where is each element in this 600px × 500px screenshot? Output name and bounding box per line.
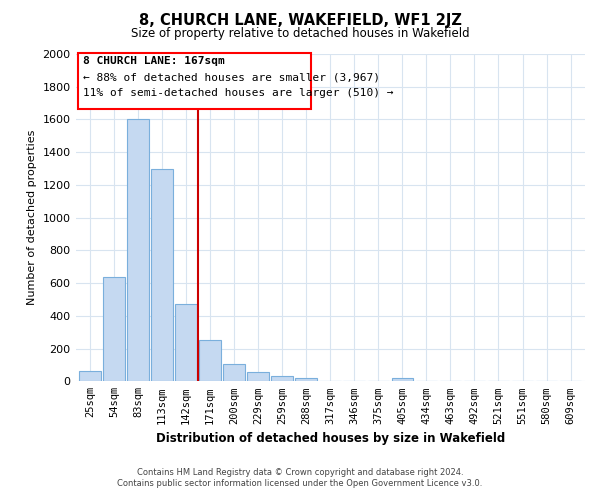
- X-axis label: Distribution of detached houses by size in Wakefield: Distribution of detached houses by size …: [155, 432, 505, 445]
- Text: ← 88% of detached houses are smaller (3,967): ← 88% of detached houses are smaller (3,…: [83, 72, 380, 82]
- Bar: [78, 53, 311, 109]
- Text: 8, CHURCH LANE, WAKEFIELD, WF1 2JZ: 8, CHURCH LANE, WAKEFIELD, WF1 2JZ: [139, 12, 461, 28]
- Text: Contains HM Land Registry data © Crown copyright and database right 2024.
Contai: Contains HM Land Registry data © Crown c…: [118, 468, 482, 487]
- Bar: [271, 376, 293, 382]
- Bar: [151, 168, 173, 382]
- Y-axis label: Number of detached properties: Number of detached properties: [27, 130, 37, 306]
- Bar: [199, 340, 221, 382]
- Text: Size of property relative to detached houses in Wakefield: Size of property relative to detached ho…: [131, 28, 469, 40]
- Bar: [79, 370, 101, 382]
- Bar: [295, 378, 317, 382]
- Bar: [223, 364, 245, 382]
- Text: 8 CHURCH LANE: 167sqm: 8 CHURCH LANE: 167sqm: [83, 56, 224, 66]
- Bar: [103, 278, 125, 382]
- Text: 11% of semi-detached houses are larger (510) →: 11% of semi-detached houses are larger (…: [83, 88, 393, 99]
- Bar: [127, 120, 149, 382]
- Bar: [392, 378, 413, 382]
- Bar: [175, 304, 197, 382]
- Bar: [247, 372, 269, 382]
